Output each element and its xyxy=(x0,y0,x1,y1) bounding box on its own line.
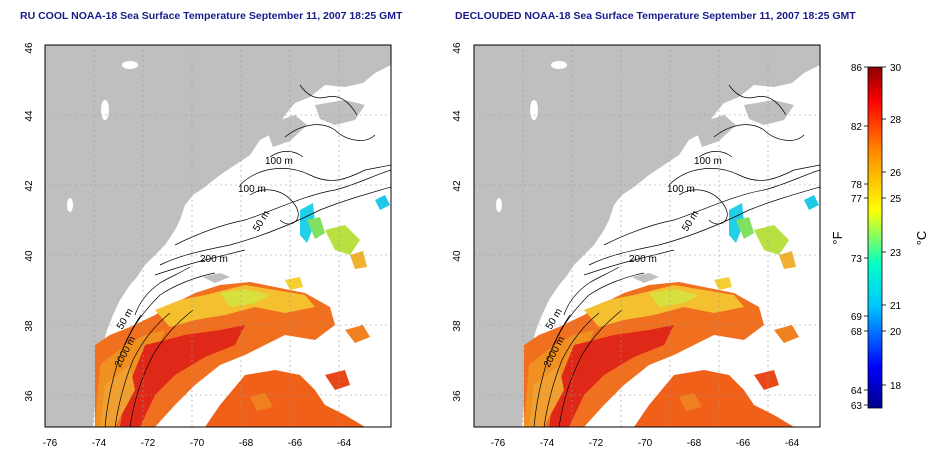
x-tick-label: -66 xyxy=(736,438,751,449)
x-tick-label: -66 xyxy=(288,438,303,449)
y-tick-label: 42 xyxy=(452,180,463,192)
x-tick-label: -72 xyxy=(589,438,604,449)
colorbar-f-tick: 78 xyxy=(851,180,863,191)
x-tick-label: -64 xyxy=(337,438,352,449)
contour-label: 200 m xyxy=(629,254,657,265)
panel-1-map: 100 m 100 m 50 m 200 m 50 m 2000 m -76 -… xyxy=(24,42,392,449)
x-tick-label: -74 xyxy=(92,438,107,449)
x-tick-label: -76 xyxy=(43,438,58,449)
colorbar-c-tick: 20 xyxy=(890,327,902,338)
x-tick-label: -70 xyxy=(638,438,653,449)
x-tick-label: -68 xyxy=(239,438,254,449)
panel-1-title: RU COOL NOAA-18 Sea Surface Temperature … xyxy=(20,10,403,22)
colorbar-c-tick: 23 xyxy=(890,248,902,259)
contour-label: 100 m xyxy=(694,156,722,167)
colorbar-gradient xyxy=(867,66,883,409)
panel-2-map: 100 m 100 m 50 m 200 m 50 m 2000 m -76 -… xyxy=(452,42,821,449)
colorbar-c-tick: 28 xyxy=(890,115,902,126)
x-tick-label: -68 xyxy=(687,438,702,449)
colorbar-f-tick: 63 xyxy=(851,401,863,412)
y-tick-label: 46 xyxy=(24,42,35,54)
colorbar-c-tick: 18 xyxy=(890,381,902,392)
colorbar-f-tick: 82 xyxy=(851,122,863,133)
y-tick-label: 46 xyxy=(452,42,463,54)
x-tick-label: -70 xyxy=(190,438,205,449)
x-tick-label: -74 xyxy=(540,438,555,449)
colorbar-f-tick: 64 xyxy=(851,386,863,397)
y-tick-label: 36 xyxy=(24,390,35,402)
contour-label: 100 m xyxy=(667,184,695,195)
panel-2-title: DECLOUDED NOAA-18 Sea Surface Temperatur… xyxy=(455,10,856,22)
colorbar-c-tick: 21 xyxy=(890,301,902,312)
colorbar-f-tick: 68 xyxy=(851,327,863,338)
y-tick-label: 44 xyxy=(452,110,463,122)
colorbar-c-label: °C xyxy=(914,231,929,246)
x-tick-label: -64 xyxy=(785,438,800,449)
x-tick-label: -72 xyxy=(141,438,156,449)
colorbar-c-tick: 25 xyxy=(890,194,902,205)
colorbar-f-tick: 73 xyxy=(851,254,863,265)
contour-label: 100 m xyxy=(265,156,293,167)
y-tick-label: 42 xyxy=(24,180,35,192)
y-tick-label: 40 xyxy=(452,250,463,262)
y-tick-label: 38 xyxy=(452,320,463,332)
y-tick-label: 38 xyxy=(24,320,35,332)
colorbar-c-tick: 26 xyxy=(890,168,902,179)
colorbar-c-tick: 30 xyxy=(890,63,902,74)
y-tick-label: 36 xyxy=(452,390,463,402)
colorbar-f-tick: 69 xyxy=(851,312,863,323)
colorbar-f-tick: 77 xyxy=(851,194,863,205)
y-tick-label: 44 xyxy=(24,110,35,122)
contour-label: 200 m xyxy=(200,254,228,265)
colorbar-f-tick: 86 xyxy=(851,63,863,74)
x-tick-label: -76 xyxy=(491,438,506,449)
colorbar: 86 82 78 77 73 69 68 64 63 30 28 26 25 2… xyxy=(830,63,929,412)
contour-label: 100 m xyxy=(238,184,266,195)
colorbar-f-label: °F xyxy=(830,231,845,244)
y-tick-label: 40 xyxy=(24,250,35,262)
